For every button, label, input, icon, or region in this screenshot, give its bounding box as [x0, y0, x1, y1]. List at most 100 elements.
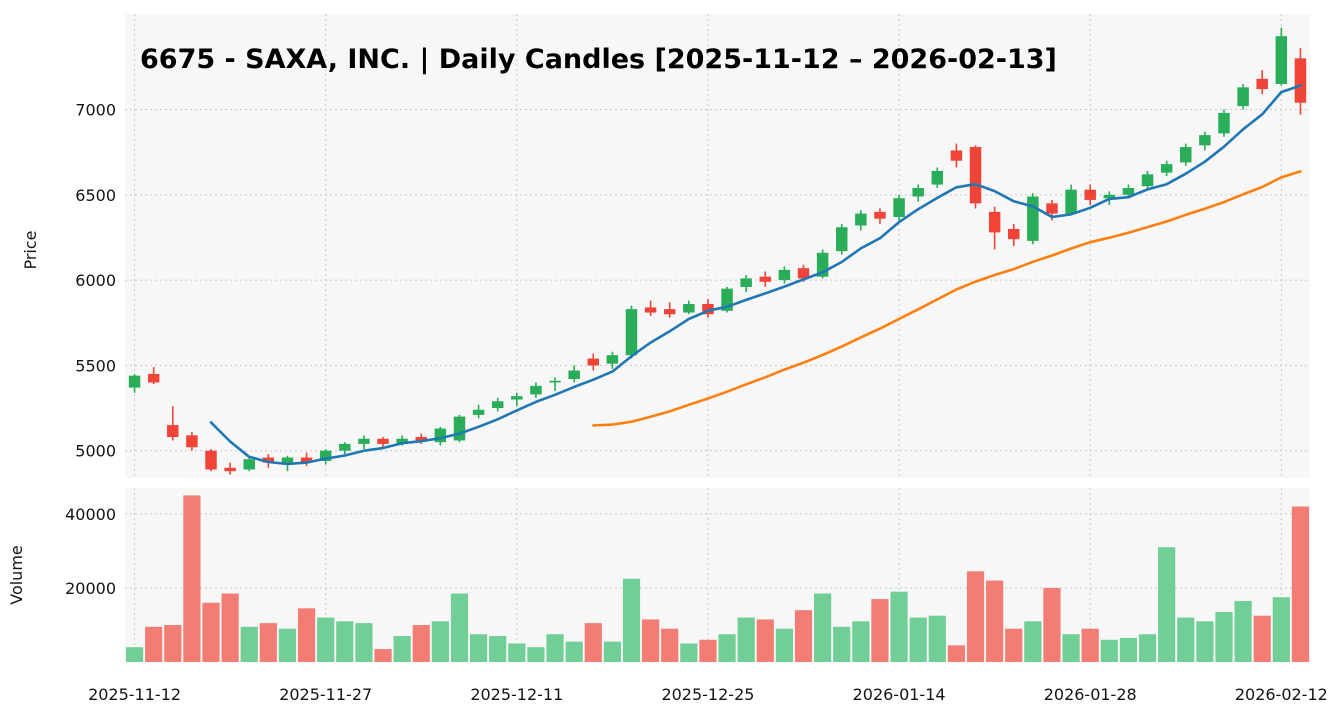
candle-body — [1237, 87, 1249, 107]
volume-bar — [947, 645, 966, 662]
candle-body — [319, 450, 332, 461]
candle-body — [950, 150, 963, 161]
x-tick-label: 2025-11-27 — [279, 685, 372, 704]
candle-body — [797, 268, 810, 279]
volume-bar — [393, 636, 411, 662]
volume-bar — [814, 593, 832, 662]
volume-bar — [1272, 597, 1290, 662]
volume-bar — [852, 621, 870, 662]
volume-bar — [966, 571, 985, 662]
candle-body — [912, 188, 924, 197]
volume-bar — [642, 619, 660, 662]
volume-bar — [202, 602, 220, 662]
candle-body — [1046, 203, 1058, 214]
x-tick-label: 2025-11-12 — [88, 685, 181, 704]
chart-title: 6675 - SAXA, INC. | Daily Candles [2025-… — [140, 44, 1057, 75]
volume-tick-label: 20000 — [65, 579, 116, 598]
candle-body — [511, 396, 523, 400]
volume-bar — [489, 636, 507, 662]
volume-bar — [1081, 628, 1099, 662]
volume-bar — [278, 628, 297, 662]
candle-body — [625, 309, 638, 356]
candle-body — [1160, 164, 1173, 173]
candle-body — [377, 438, 389, 444]
price-tick-label: 5500 — [75, 356, 116, 375]
candle-body — [396, 438, 408, 444]
candle-body — [243, 459, 255, 470]
volume-bar — [164, 624, 182, 662]
volume-bar — [661, 628, 679, 662]
candle-body — [205, 450, 217, 470]
volume-bar — [1005, 628, 1023, 662]
volume-bar — [240, 626, 258, 662]
volume-bar — [450, 593, 469, 662]
volume-bar — [1177, 617, 1195, 662]
candle-body — [893, 198, 905, 217]
candle-body — [1141, 174, 1154, 187]
volume-bar — [1215, 612, 1233, 662]
candle-body — [988, 211, 1001, 233]
chart-layers: 5000 5500 6000 6500 7000 20000 40000 2025-11-12… — [65, 14, 1328, 704]
volume-bar — [699, 639, 717, 662]
volume-bar — [756, 619, 774, 662]
volume-bar — [718, 634, 736, 662]
volume-bar — [527, 647, 545, 662]
candle-body — [1275, 36, 1288, 84]
volume-bar — [775, 628, 793, 662]
candle-body — [587, 358, 599, 366]
candle-body — [759, 276, 772, 282]
volume-bar — [317, 617, 335, 662]
candle-body — [969, 147, 982, 204]
candle-body — [415, 437, 427, 441]
volume-bar — [546, 634, 564, 662]
price-tick-label: 6000 — [75, 271, 116, 290]
candle-body — [721, 288, 733, 311]
candle-body — [300, 457, 313, 463]
candle-body — [549, 380, 561, 383]
volume-bar — [259, 623, 277, 662]
volume-bar — [355, 623, 373, 662]
x-tick-label: 2025-12-11 — [470, 685, 563, 704]
price-tick-label: 6500 — [75, 186, 116, 205]
candle-body — [147, 373, 160, 383]
sma25-line — [591, 170, 1302, 427]
candle-body — [778, 269, 791, 281]
candle-body — [1065, 189, 1077, 214]
candle-body — [740, 278, 752, 287]
price-tick-label: 7000 — [75, 101, 116, 120]
volume-bar — [1158, 547, 1176, 662]
candle-body — [434, 428, 447, 443]
price-panel — [125, 14, 1310, 478]
candle-body — [836, 227, 848, 252]
candle-body — [1122, 188, 1135, 195]
candle-body — [683, 304, 695, 313]
candle-body — [568, 370, 580, 380]
candle-body — [281, 457, 294, 465]
volume-bar — [145, 626, 163, 662]
volume-bar — [469, 634, 488, 662]
candle-body — [644, 307, 657, 313]
price-axis-label: Price — [21, 230, 40, 269]
candle-body — [1218, 112, 1230, 134]
x-tick-label: 2026-01-28 — [1044, 685, 1137, 704]
volume-bar — [183, 495, 201, 662]
volume-bar — [890, 591, 908, 662]
volume-bar — [412, 624, 430, 662]
candle-body — [358, 438, 370, 444]
volume-bar — [622, 578, 641, 662]
candle-body — [1294, 58, 1307, 103]
volume-bar — [1234, 600, 1252, 662]
x-tick-label: 2026-02-12 — [1235, 685, 1328, 704]
volume-bar — [1062, 634, 1080, 662]
candle-body — [1084, 189, 1096, 200]
candle-body — [702, 304, 714, 315]
volume-bar — [584, 623, 602, 662]
volume-bar — [871, 599, 889, 662]
volume-bar — [833, 626, 851, 662]
candle-body — [816, 252, 829, 277]
volume-bar — [1196, 621, 1214, 662]
candle-body — [472, 409, 485, 415]
volume-bar — [909, 617, 927, 662]
candle-body — [262, 457, 275, 463]
